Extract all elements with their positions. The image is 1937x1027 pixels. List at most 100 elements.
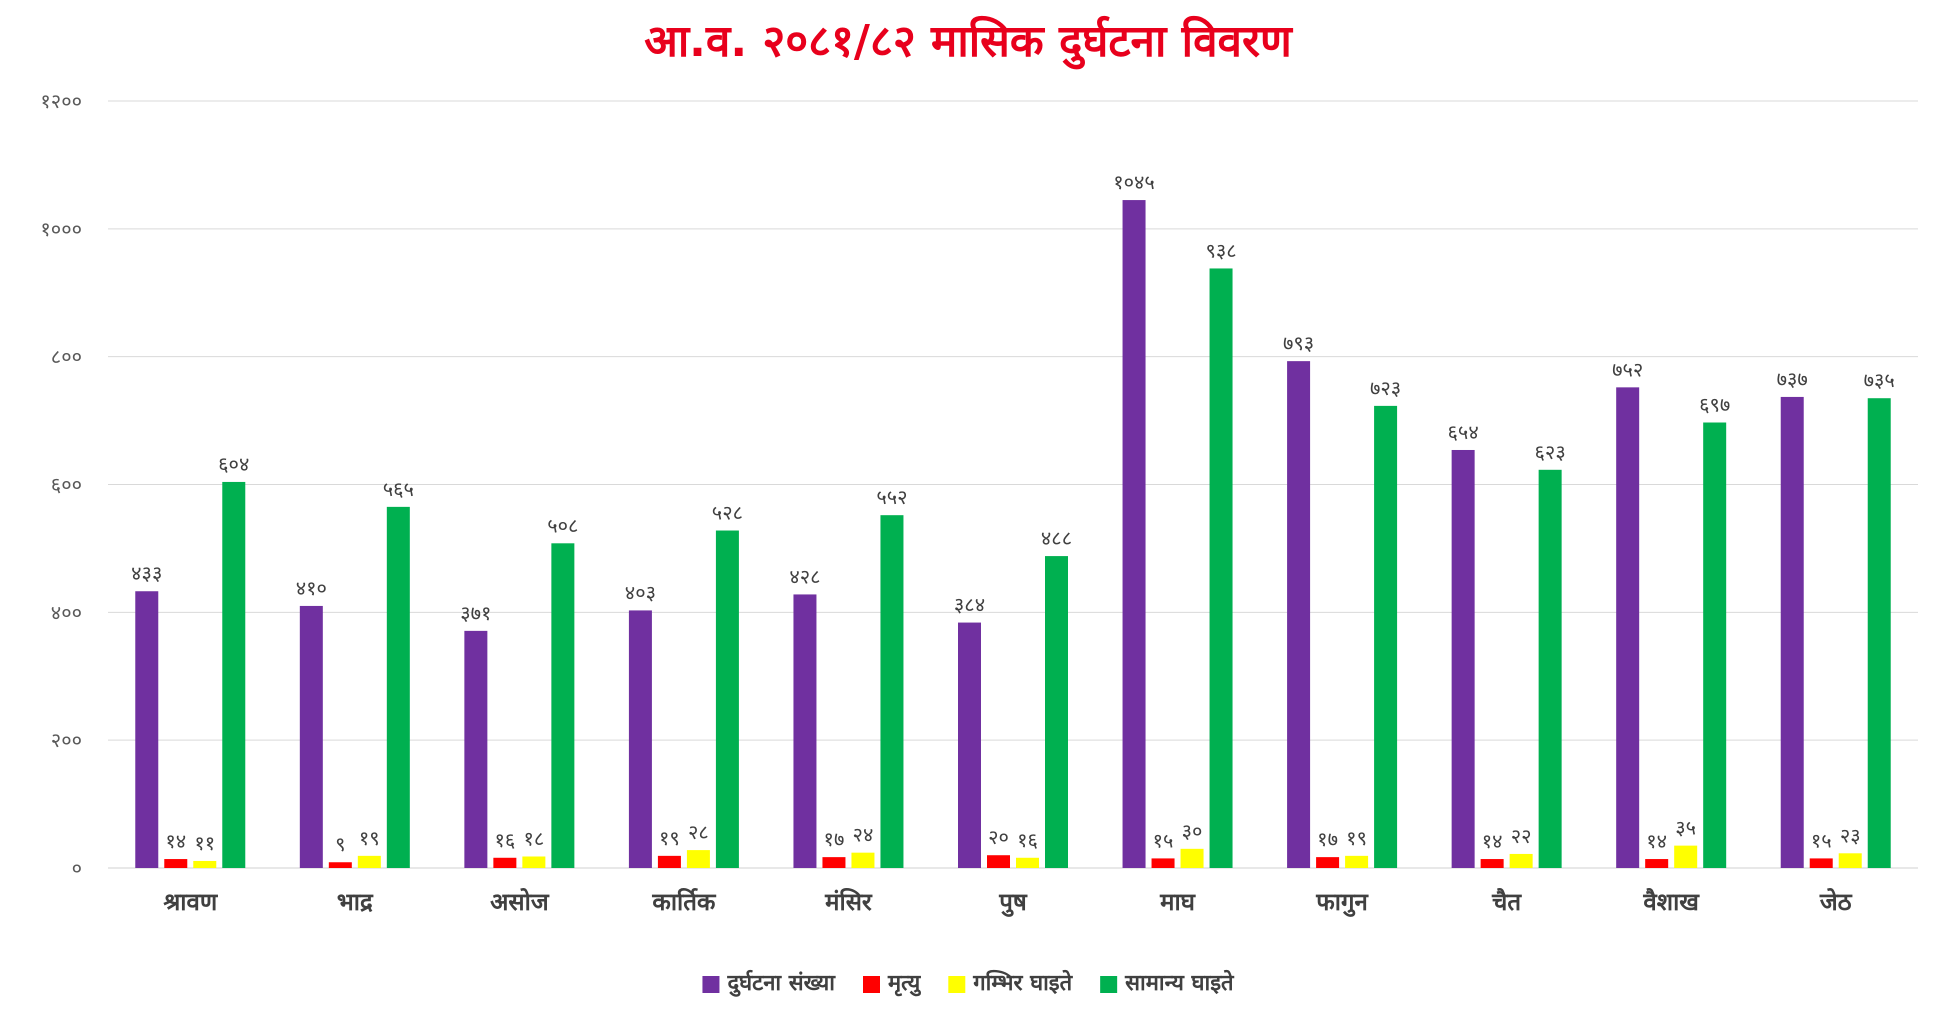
bar [222,481,246,868]
bar [1780,396,1804,868]
bar [1045,556,1068,868]
data-label: ६०४ [218,452,249,476]
data-label: ६२३ [1535,440,1566,464]
legend-swatch [1100,976,1118,993]
chart-title: आ.व. २०८१/८२ मासिक दुर्घटना विवरण [644,15,1294,70]
data-label: ७३७ [1777,367,1808,391]
bar [822,857,846,868]
y-tick-label: ४०० [51,600,82,624]
data-label: ९३८ [1205,238,1236,262]
data-label: ५२८ [712,501,743,525]
data-label: ६५४ [1448,420,1479,444]
bar [987,855,1010,868]
data-label: १४ [1646,829,1667,853]
x-tick-label: जेठ [1819,888,1853,916]
legend-label: मृत्यु [887,971,922,997]
legend: दुर्घटना संख्या मृत्यु गम्भिर घाइते सामान्य… [702,969,1235,997]
legend-item: गम्भिर घाइते [948,969,1074,996]
data-label: १९ [659,826,680,850]
bar [657,855,681,868]
legend-item: सामान्य घाइते [1100,969,1235,996]
data-label: ११ [194,831,215,855]
bar [1016,857,1039,868]
data-label: १९ [359,826,380,850]
legend-swatch [863,976,880,993]
x-tick-label: असोज [490,888,550,916]
x-tick-label: माघ [1159,888,1196,916]
x-tick-label: श्रावण [163,888,219,916]
legend-label: सामान्य घाइते [1124,969,1235,996]
bar [1480,859,1504,868]
bar [164,859,188,868]
bar [958,622,981,868]
data-label: ७२३ [1370,376,1401,400]
bar [1316,857,1340,868]
bar [1616,387,1640,868]
data-label: १९ [1346,826,1367,850]
bar [1374,405,1398,868]
bar [1451,449,1475,868]
y-tick-label: १२०० [40,89,82,113]
bar [1345,855,1369,868]
data-label: १४ [1482,829,1503,853]
data-label: ९ [335,832,345,856]
x-tick-label: कार्तिक [651,888,717,916]
y-tick-label: २०० [51,728,82,752]
bar [193,860,217,868]
y-axis: ० २०० ४०० ६०० ८०० १००० १२०० [40,89,82,880]
bar [1809,858,1833,868]
bar [1209,268,1233,868]
bar [493,857,517,868]
data-label: ४८८ [1041,526,1072,550]
bar [1838,853,1862,868]
bar [357,855,381,868]
data-label: ६९७ [1699,393,1730,417]
data-label: २८ [688,820,709,844]
bar [464,630,488,868]
x-tick-label: फागुन [1315,888,1369,917]
data-label: ४२८ [789,564,820,588]
data-label: ७५२ [1612,357,1643,381]
x-tick-label: भाद्र [337,888,374,916]
bar [1180,848,1204,868]
bar [1151,858,1175,868]
data-label: १८ [523,826,544,850]
data-label: १५ [1811,828,1832,852]
legend-swatch [948,976,966,993]
bar [386,506,410,868]
data-label: ५५२ [876,485,907,509]
bar [1645,859,1669,868]
y-tick-label: ६०० [51,473,82,497]
bar [1674,845,1698,868]
bar [1287,361,1311,868]
x-tick-label: मंसिर [824,888,873,916]
data-label: ४१० [296,576,327,600]
data-label: ५६५ [383,477,414,501]
bar [1538,469,1562,868]
bar [715,530,739,868]
data-label: १०४५ [1113,170,1155,194]
data-label: ३० [1182,819,1203,843]
bar [1122,200,1146,869]
bar [686,850,710,868]
data-label: २२ [1511,824,1532,848]
data-label: ५०८ [547,513,578,537]
data-label: २३ [1840,823,1861,847]
data-label: ३५ [1675,816,1696,840]
legend-label: दुर्घटना संख्या [726,969,836,997]
data-label: ४०३ [625,580,656,604]
data-label: ३७१ [460,601,491,625]
bar [135,591,159,868]
data-label: २० [988,825,1009,849]
bar [522,856,546,868]
bar [628,610,652,868]
data-label: १४ [165,829,186,853]
bars: ४३३ १४ ११ ६०४ ४१० ९ १९ ५६५ ३७१ १६ १८ ५०८ ४०३ १९ २८ ५२८ ४… [131,170,1895,869]
bar [1703,422,1727,868]
y-tick-label: ८०० [51,345,82,369]
bar [328,862,352,868]
bar [880,515,904,868]
bar [1867,398,1891,868]
legend-item: दुर्घटना संख्या [702,969,836,997]
